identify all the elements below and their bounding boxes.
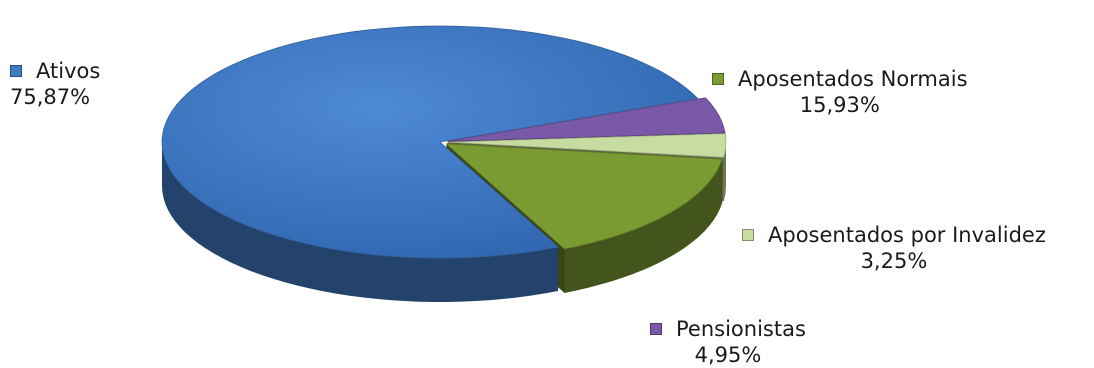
legend-swatch-aposentados-normais bbox=[712, 73, 724, 85]
legend-value-aposentados-invalidez: 3,25% bbox=[860, 249, 928, 273]
legend-aposentados-invalidez: Aposentados por Invalidez 3,25% bbox=[742, 222, 1046, 274]
legend-ativos: Ativos 75,87% bbox=[10, 58, 100, 110]
legend-swatch-pensionistas bbox=[650, 323, 662, 335]
pie-slice-ativos bbox=[161, 25, 699, 259]
legend-label-pensionistas: Pensionistas bbox=[676, 317, 806, 341]
legend-value-aposentados-normais: 15,93% bbox=[799, 93, 880, 117]
legend-swatch-ativos bbox=[10, 65, 22, 77]
pie-side-ativos bbox=[162, 142, 559, 302]
legend-swatch-aposentados-invalidez bbox=[742, 229, 754, 241]
legend-label-aposentados-normais: Aposentados Normais bbox=[738, 67, 968, 91]
legend-pensionistas: Pensionistas 4,95% bbox=[650, 316, 806, 368]
pie-slice-pensionistas bbox=[447, 97, 726, 142]
legend-label-aposentados-invalidez: Aposentados por Invalidez bbox=[768, 223, 1046, 247]
legend-value-pensionistas: 4,95% bbox=[694, 343, 762, 367]
legend-aposentados-normais: Aposentados Normais 15,93% bbox=[712, 66, 968, 118]
pie-slice-aposentados-por-invalidez bbox=[447, 133, 727, 158]
pie-side-aposentados-por-invalidez bbox=[723, 142, 726, 202]
legend-label-ativos: Ativos bbox=[36, 59, 101, 83]
legend-value-ativos: 75,87% bbox=[10, 85, 91, 109]
pie-slice-aposentados-normais bbox=[445, 143, 723, 250]
